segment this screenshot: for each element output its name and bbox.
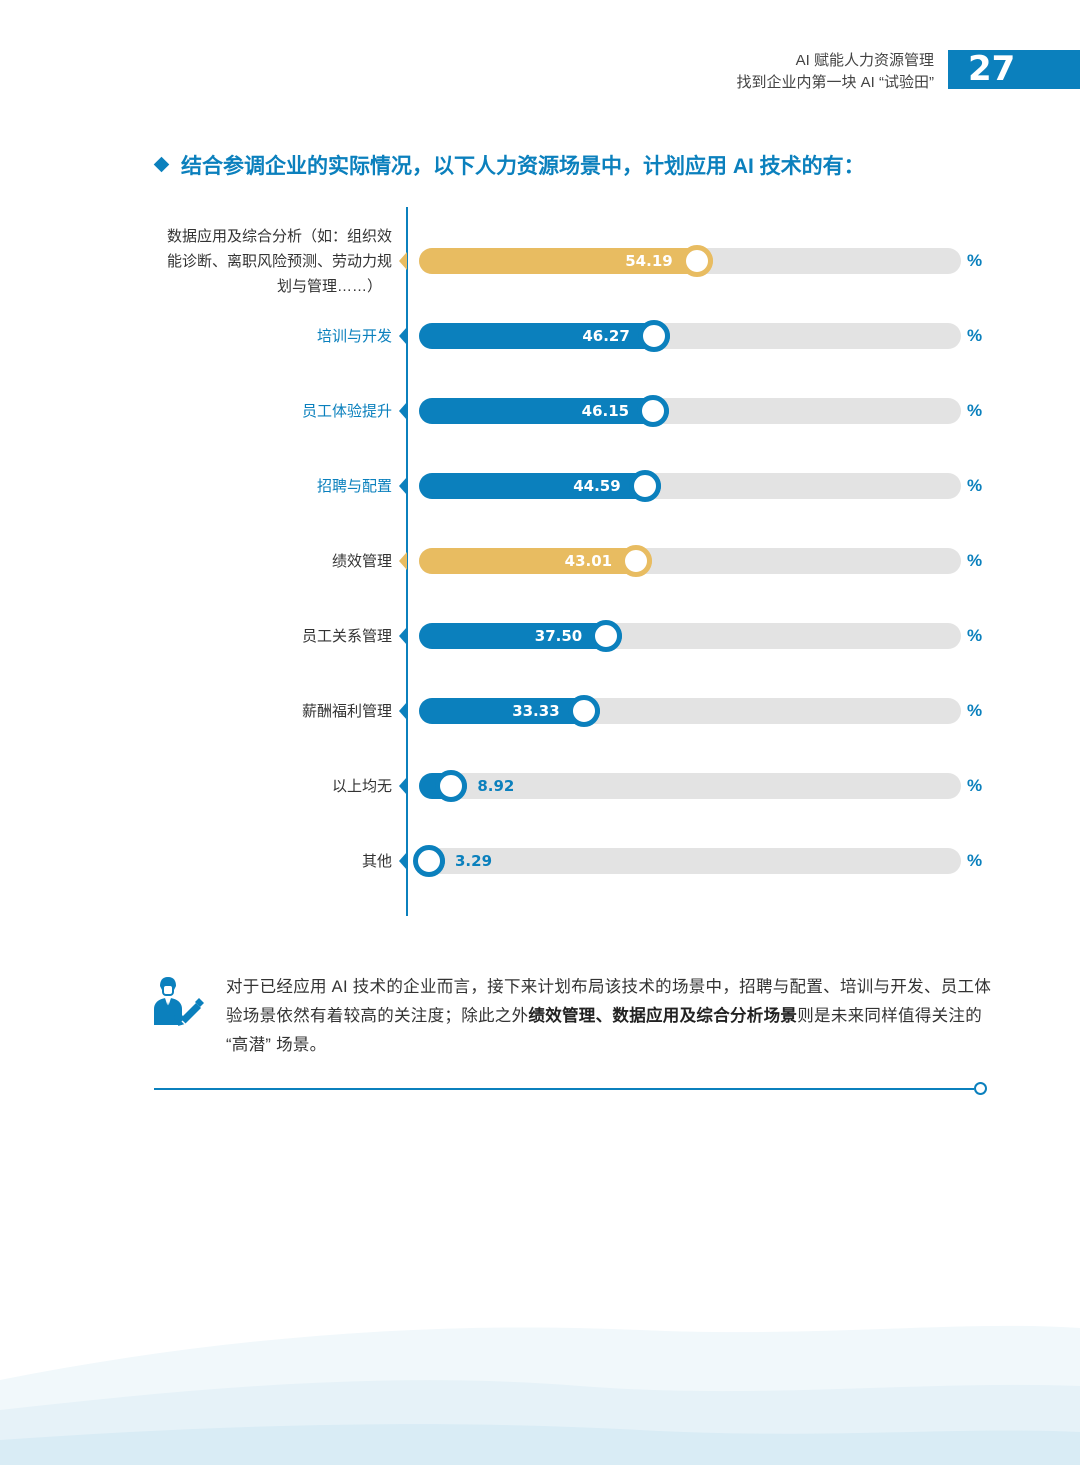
percent-unit: % bbox=[967, 326, 983, 345]
bar bbox=[419, 623, 623, 649]
category-label-line: 能诊断、离职风险预测、劳动力规 bbox=[166, 252, 392, 270]
data-label: 44.59 bbox=[573, 477, 621, 495]
note-text: 对于已经应用 AI 技术的企业而言，接下来计划布局该技术的场景中，招聘与配置、培… bbox=[226, 973, 996, 1060]
data-label: 54.19 bbox=[625, 252, 673, 270]
category-label-line: 员工体验提升 bbox=[301, 402, 392, 420]
note-part1: 对于已经应用 AI 技术的企业而言，接下来计划布局该技术的场景中，招聘与配置、培… bbox=[226, 978, 992, 1025]
category-label-line: 薪酬福利管理 bbox=[301, 702, 392, 720]
data-label: 46.15 bbox=[581, 402, 630, 420]
percent-unit: % bbox=[967, 701, 983, 720]
label-arrow bbox=[399, 852, 407, 870]
axis-line bbox=[406, 207, 408, 916]
label-arrow bbox=[399, 477, 407, 495]
section-title-text: 结合参调企业的实际情况，以下人力资源场景中，计划应用 AI 技术的有： bbox=[181, 155, 865, 178]
bar bbox=[419, 548, 653, 574]
label-arrow bbox=[399, 627, 407, 645]
data-label: 8.92 bbox=[477, 777, 515, 795]
category-label: 以上均无 bbox=[332, 774, 392, 799]
section-title: 结合参调企业的实际情况，以下人力资源场景中，计划应用 AI 技术的有： bbox=[153, 150, 865, 180]
label-arrow bbox=[399, 252, 407, 270]
page-number: 27 bbox=[948, 50, 1080, 89]
percent-unit: % bbox=[967, 251, 983, 270]
bar-track bbox=[419, 773, 961, 799]
bar-end-knob bbox=[567, 695, 600, 727]
category-label: 员工体验提升 bbox=[302, 399, 392, 424]
bar-chart: 数据应用及综合分析（如：组织效 能诊断、离职风险预测、劳动力规划与管理……） 54.… bbox=[142, 207, 983, 916]
bar bbox=[419, 323, 670, 349]
category-label: 培训与开发 bbox=[317, 324, 392, 349]
category-label: 薪酬福利管理 bbox=[302, 699, 392, 724]
category-label: 绩效管理 bbox=[332, 549, 392, 574]
category-label-line: 绩效管理 bbox=[331, 552, 392, 570]
bar-end-knob bbox=[435, 770, 468, 802]
percent-unit: % bbox=[967, 401, 983, 420]
percent-unit: % bbox=[967, 551, 983, 570]
category-label-line: 划与管理……） bbox=[276, 277, 382, 295]
bar bbox=[419, 473, 661, 499]
category-label-line: 招聘与配置 bbox=[316, 477, 392, 495]
data-label: 46.27 bbox=[582, 327, 630, 345]
category-label: 数据应用及综合分析（如：组织效 能诊断、离职风险预测、劳动力规划与管理……） bbox=[142, 224, 392, 299]
bar-end-knob bbox=[680, 245, 713, 277]
percent-unit: % bbox=[967, 476, 983, 495]
background-waves bbox=[0, 1325, 1080, 1465]
bottom-divider bbox=[154, 1088, 974, 1090]
category-label: 其他 bbox=[362, 849, 392, 874]
bar bbox=[419, 248, 713, 274]
bar-end-knob bbox=[620, 545, 653, 577]
header-text: AI 赋能人力资源管理 找到企业内第一块 AI “试验田” bbox=[737, 50, 935, 94]
category-label-line: 培训与开发 bbox=[316, 327, 392, 345]
category-label-line: 员工关系管理 bbox=[301, 627, 392, 645]
header-line2: 找到企业内第一块 AI “试验田” bbox=[736, 74, 935, 91]
data-label: 37.50 bbox=[534, 627, 583, 645]
bar bbox=[419, 398, 670, 424]
note-bold: 绩效管理、数据应用及综合分析场景 bbox=[528, 1007, 798, 1025]
bar-track bbox=[419, 848, 961, 874]
label-arrow bbox=[399, 702, 407, 720]
bar-end-knob bbox=[590, 620, 623, 652]
category-label: 员工关系管理 bbox=[302, 624, 392, 649]
bar-end-knob bbox=[628, 470, 661, 502]
divider-dot bbox=[974, 1082, 987, 1095]
label-arrow bbox=[399, 552, 407, 570]
data-label: 3.29 bbox=[455, 852, 493, 870]
percent-unit: % bbox=[967, 776, 983, 795]
data-label: 33.33 bbox=[512, 702, 560, 720]
category-label: 招聘与配置 bbox=[317, 474, 392, 499]
percent-unit: % bbox=[967, 851, 983, 870]
category-label-line: 其他 bbox=[361, 852, 392, 870]
bar-end-knob bbox=[637, 395, 670, 427]
data-label: 43.01 bbox=[564, 552, 613, 570]
label-arrow bbox=[399, 777, 407, 795]
note-part2: 则是未来同样值得关注的 “高潜” 场景。 bbox=[226, 1007, 983, 1054]
label-arrow bbox=[399, 327, 407, 345]
category-label-line: 数据应用及综合分析（如：组织效 bbox=[166, 227, 392, 245]
percent-unit: % bbox=[967, 626, 983, 645]
person-writing-icon bbox=[152, 975, 208, 1036]
header-line1: AI 赋能人力资源管理 bbox=[795, 52, 934, 69]
bar-end-knob bbox=[413, 845, 445, 877]
bar-end-knob bbox=[637, 320, 670, 352]
label-arrow bbox=[399, 402, 407, 420]
category-label-line: 以上均无 bbox=[331, 777, 392, 795]
